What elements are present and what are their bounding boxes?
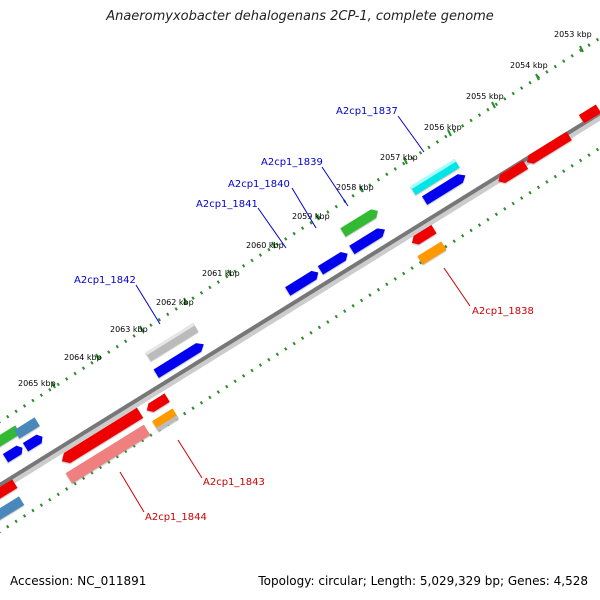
gene-blue-arrow[interactable] — [349, 225, 387, 255]
outer-ruler — [0, 36, 600, 424]
connector-1839 — [321, 166, 349, 207]
gene-red-left[interactable] — [0, 479, 18, 503]
major-ticks — [51, 45, 584, 389]
kbp-label: 2054 kbp — [510, 61, 548, 70]
kbp-label: 2062 kbp — [156, 298, 194, 307]
gene-1844-red[interactable] — [59, 407, 144, 467]
kbp-label: 2059 kbp — [292, 212, 330, 221]
tick-2057 — [403, 157, 408, 165]
gene-blue-left-2[interactable] — [22, 432, 45, 452]
tick-2061 — [227, 269, 232, 277]
gene-1838-red[interactable] — [409, 224, 437, 247]
kbp-label: 2057 kbp — [380, 153, 418, 162]
accession-text: Accession: NC_011891 — [10, 574, 147, 588]
gene-1838-orange[interactable] — [417, 241, 447, 265]
map-title: Anaeromyxobacter dehalogenans 2CP-1, com… — [106, 9, 494, 24]
gene-steel-left[interactable] — [14, 417, 40, 439]
tick-2059 — [315, 213, 320, 221]
tick-2063 — [139, 325, 144, 333]
gene-1842-gray[interactable] — [145, 322, 199, 362]
gene-red-right-1[interactable] — [496, 160, 529, 185]
gene-red-right-3[interactable] — [578, 104, 600, 124]
ruler-group — [0, 36, 600, 534]
tick-2060 — [271, 241, 276, 249]
tick-2065 — [51, 381, 56, 389]
gene-blue-arrow[interactable] — [421, 171, 468, 205]
kbp-label: 2056 kbp — [424, 123, 462, 132]
connector-1842 — [135, 284, 161, 325]
kbp-label: 2060 kbp — [246, 241, 284, 250]
connector-1841 — [257, 207, 287, 249]
connector-1838 — [443, 267, 471, 307]
inner-ruler — [0, 146, 600, 534]
gene-1839-green[interactable] — [340, 207, 380, 237]
kbp-labels: 2053 kbp 2054 kbp 2055 kbp 2056 kbp 2057… — [18, 30, 592, 388]
gene-label-1842[interactable]: A2cp1_1842 — [74, 275, 136, 286]
connector-1844 — [119, 471, 145, 513]
gene-label-1838[interactable]: A2cp1_1838 — [472, 306, 534, 317]
gene-red-right-2[interactable] — [524, 131, 572, 167]
gene-1844-pink[interactable] — [65, 424, 151, 484]
gene-1841-blue[interactable] — [285, 268, 321, 296]
label-connectors — [119, 115, 471, 513]
gene-1840-blue[interactable] — [317, 249, 350, 275]
gene-labels: A2cp1_1837 A2cp1_1839 A2cp1_1840 A2cp1_1… — [74, 106, 534, 523]
gene-blue-left-1[interactable] — [2, 443, 25, 463]
connector-1840 — [291, 187, 317, 229]
gene-green-left[interactable] — [0, 425, 21, 449]
gene-label-1840[interactable]: A2cp1_1840 — [228, 179, 290, 190]
kbp-label: 2055 kbp — [466, 92, 504, 101]
kbp-label: 2064 kbp — [64, 353, 102, 362]
gene-label-1841[interactable]: A2cp1_1841 — [196, 199, 258, 210]
kbp-label: 2063 kbp — [110, 325, 148, 334]
kbp-label: 2053 kbp — [554, 30, 592, 39]
genome-summary: Topology: circular; Length: 5,029,329 bp… — [258, 574, 588, 588]
tick-2064 — [95, 353, 100, 361]
kbp-label: 2061 kbp — [202, 269, 240, 278]
gene-blue-arrow[interactable] — [153, 340, 207, 379]
connector-1843 — [177, 439, 203, 479]
connector-1837 — [397, 115, 425, 153]
tick-2058 — [359, 185, 364, 193]
tick-2055 — [491, 101, 496, 109]
tick-2062 — [183, 297, 188, 305]
gene-label-1844[interactable]: A2cp1_1844 — [145, 512, 207, 523]
gene-label-1837[interactable]: A2cp1_1837 — [336, 106, 398, 117]
gene-1837-cyan[interactable] — [410, 159, 460, 195]
gene-label-1843[interactable]: A2cp1_1843 — [203, 477, 265, 488]
gene-red-small[interactable] — [144, 393, 170, 414]
tick-2054 — [535, 73, 540, 81]
gene-label-1839[interactable]: A2cp1_1839 — [261, 157, 323, 168]
gene-features — [0, 104, 600, 522]
gene-1843-orange[interactable] — [152, 408, 179, 432]
tick-2053 — [579, 45, 584, 53]
gene-steel-bottom[interactable] — [0, 496, 25, 522]
tick-2056 — [447, 129, 452, 137]
kbp-label: 2058 kbp — [336, 183, 374, 192]
kbp-label: 2065 kbp — [18, 379, 56, 388]
